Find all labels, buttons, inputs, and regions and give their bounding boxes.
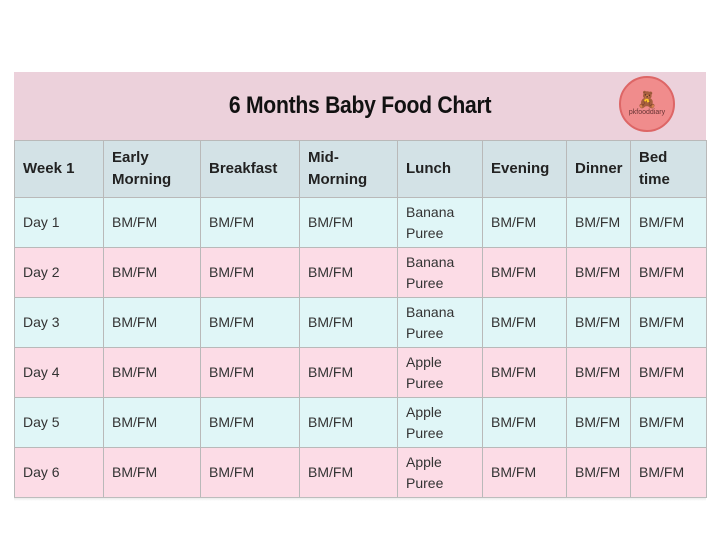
- table-cell: Day 2: [14, 247, 104, 298]
- table-cell: BM/FM: [630, 347, 707, 398]
- table-cell: BM/FM: [103, 397, 201, 448]
- table-cell: BM/FM: [566, 447, 631, 498]
- table-cell: BM/FM: [200, 447, 300, 498]
- column-header: Early Morning: [103, 140, 201, 198]
- logo: 🧸 pkfooddiary: [619, 76, 675, 132]
- table-cell: BM/FM: [200, 197, 300, 248]
- logo-text: pkfooddiary: [628, 108, 666, 116]
- table-cell: BM/FM: [103, 247, 201, 298]
- table-cell: BM/FM: [482, 297, 567, 348]
- column-header: Mid-Morning: [299, 140, 398, 198]
- table-cell: Banana Puree: [397, 297, 483, 348]
- table-cell: BM/FM: [200, 397, 300, 448]
- table-cell: BM/FM: [630, 397, 707, 448]
- table-cell: BM/FM: [566, 247, 631, 298]
- header-row: Week 1 Early Morning Breakfast Mid-Morning L…: [14, 140, 707, 198]
- table-cell: BM/FM: [482, 197, 567, 248]
- table-cell: BM/FM: [630, 447, 707, 498]
- column-header: Lunch: [397, 140, 483, 198]
- table-row: Day 1 BM/FM BM/FM BM/FM Banana Puree BM/FM BM/…: [14, 197, 707, 248]
- table-cell: BM/FM: [299, 297, 398, 348]
- table-row: Day 3 BM/FM BM/FM BM/FM Banana Puree BM/FM BM/…: [14, 297, 707, 348]
- table-cell: BM/FM: [482, 397, 567, 448]
- table-cell: Day 4: [14, 347, 104, 398]
- column-header: Breakfast: [200, 140, 300, 198]
- table-cell: BM/FM: [200, 347, 300, 398]
- table-cell: Day 3: [14, 297, 104, 348]
- table-cell: BM/FM: [103, 347, 201, 398]
- table-cell: Day 5: [14, 397, 104, 448]
- column-header: Dinner: [566, 140, 631, 198]
- table-cell: BM/FM: [566, 397, 631, 448]
- table-cell: BM/FM: [299, 447, 398, 498]
- table-cell: Apple Puree: [397, 397, 483, 448]
- table-cell: BM/FM: [299, 197, 398, 248]
- table-cell: BM/FM: [482, 247, 567, 298]
- title-band: 6 Months Baby Food Chart 🧸 pkfooddiary: [14, 72, 706, 140]
- table-cell: Banana Puree: [397, 197, 483, 248]
- column-header: Evening: [482, 140, 567, 198]
- table-cell: BM/FM: [566, 347, 631, 398]
- footer-divider: [14, 497, 706, 501]
- table-cell: Apple Puree: [397, 447, 483, 498]
- schedule-table: Week 1 Early Morning Breakfast Mid-Morning L…: [14, 140, 707, 498]
- table-cell: BM/FM: [299, 347, 398, 398]
- chart-title: 6 Months Baby Food Chart: [228, 92, 492, 119]
- table-row: Day 5 BM/FM BM/FM BM/FM Apple Puree BM/FM BM/F…: [14, 397, 707, 448]
- table-cell: Day 1: [14, 197, 104, 248]
- table-cell: Banana Puree: [397, 247, 483, 298]
- table-row: Day 2 BM/FM BM/FM BM/FM Banana Puree BM/FM BM/…: [14, 247, 707, 298]
- table-cell: BM/FM: [566, 297, 631, 348]
- table-cell: Day 6: [14, 447, 104, 498]
- table-cell: BM/FM: [482, 347, 567, 398]
- table-cell: BM/FM: [103, 297, 201, 348]
- table-cell: BM/FM: [103, 197, 201, 248]
- table-cell: BM/FM: [103, 447, 201, 498]
- table-cell: BM/FM: [200, 297, 300, 348]
- table-cell: BM/FM: [630, 197, 707, 248]
- table-cell: BM/FM: [566, 197, 631, 248]
- table-row: Day 4 BM/FM BM/FM BM/FM Apple Puree BM/FM BM/F…: [14, 347, 707, 398]
- table-cell: BM/FM: [299, 397, 398, 448]
- table-cell: BM/FM: [630, 297, 707, 348]
- column-header: Week 1: [14, 140, 104, 198]
- table-cell: BM/FM: [200, 247, 300, 298]
- column-header: Bed time: [630, 140, 707, 198]
- table-cell: Apple Puree: [397, 347, 483, 398]
- table-cell: BM/FM: [299, 247, 398, 298]
- table-cell: BM/FM: [482, 447, 567, 498]
- food-chart: 6 Months Baby Food Chart 🧸 pkfooddiary W…: [14, 72, 707, 498]
- table-row: Day 6 BM/FM BM/FM BM/FM Apple Puree BM/FM BM/F…: [14, 447, 707, 498]
- teddy-bear-icon: 🧸: [637, 91, 657, 109]
- table-cell: BM/FM: [630, 247, 707, 298]
